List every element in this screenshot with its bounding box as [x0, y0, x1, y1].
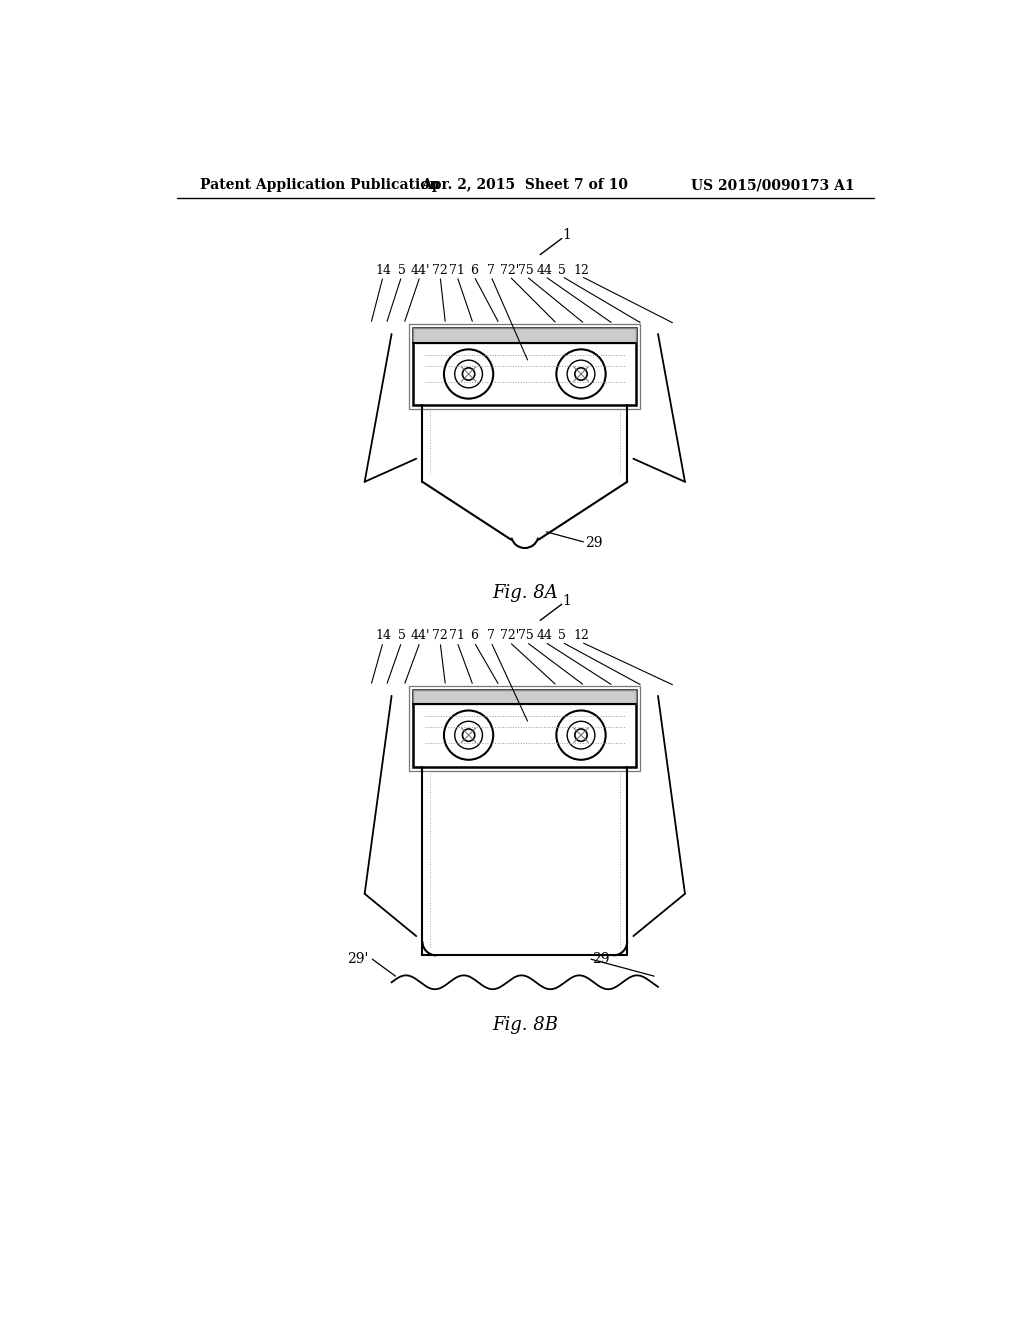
Text: 44: 44 — [537, 264, 553, 277]
Text: 1: 1 — [563, 228, 571, 243]
Text: Apr. 2, 2015  Sheet 7 of 10: Apr. 2, 2015 Sheet 7 of 10 — [421, 178, 629, 193]
Text: 71: 71 — [450, 264, 465, 277]
Text: 12: 12 — [573, 264, 589, 277]
Text: 72: 72 — [432, 264, 447, 277]
Bar — [413, 689, 637, 704]
Text: 75: 75 — [518, 264, 535, 277]
Text: 14: 14 — [375, 630, 391, 643]
Text: 75: 75 — [518, 630, 535, 643]
Text: Fig. 8B: Fig. 8B — [492, 1015, 558, 1034]
Text: 5: 5 — [397, 264, 406, 277]
Text: 7: 7 — [487, 630, 495, 643]
Text: 5: 5 — [397, 630, 406, 643]
Bar — [410, 686, 640, 771]
Text: 7: 7 — [487, 264, 495, 277]
Text: Fig. 8A: Fig. 8A — [492, 585, 558, 602]
Text: 44': 44' — [411, 264, 430, 277]
Text: 5: 5 — [558, 264, 565, 277]
Text: 71: 71 — [450, 630, 465, 643]
Bar — [413, 327, 637, 343]
Bar — [413, 689, 637, 767]
Text: 5: 5 — [558, 630, 565, 643]
Text: 1: 1 — [563, 594, 571, 609]
Bar — [413, 327, 637, 405]
Text: 72': 72' — [500, 630, 519, 643]
Text: 6: 6 — [470, 630, 478, 643]
Text: 14: 14 — [375, 264, 391, 277]
Text: 12: 12 — [573, 630, 589, 643]
Text: 29': 29' — [347, 952, 369, 966]
Text: Patent Application Publication: Patent Application Publication — [200, 178, 439, 193]
Bar — [410, 323, 640, 409]
Text: US 2015/0090173 A1: US 2015/0090173 A1 — [691, 178, 854, 193]
Text: 29: 29 — [585, 536, 602, 550]
Text: 44: 44 — [537, 630, 553, 643]
Text: 72': 72' — [500, 264, 519, 277]
Text: 72: 72 — [432, 630, 447, 643]
Text: 44': 44' — [411, 630, 430, 643]
Text: 6: 6 — [470, 264, 478, 277]
Text: 29: 29 — [593, 952, 610, 966]
